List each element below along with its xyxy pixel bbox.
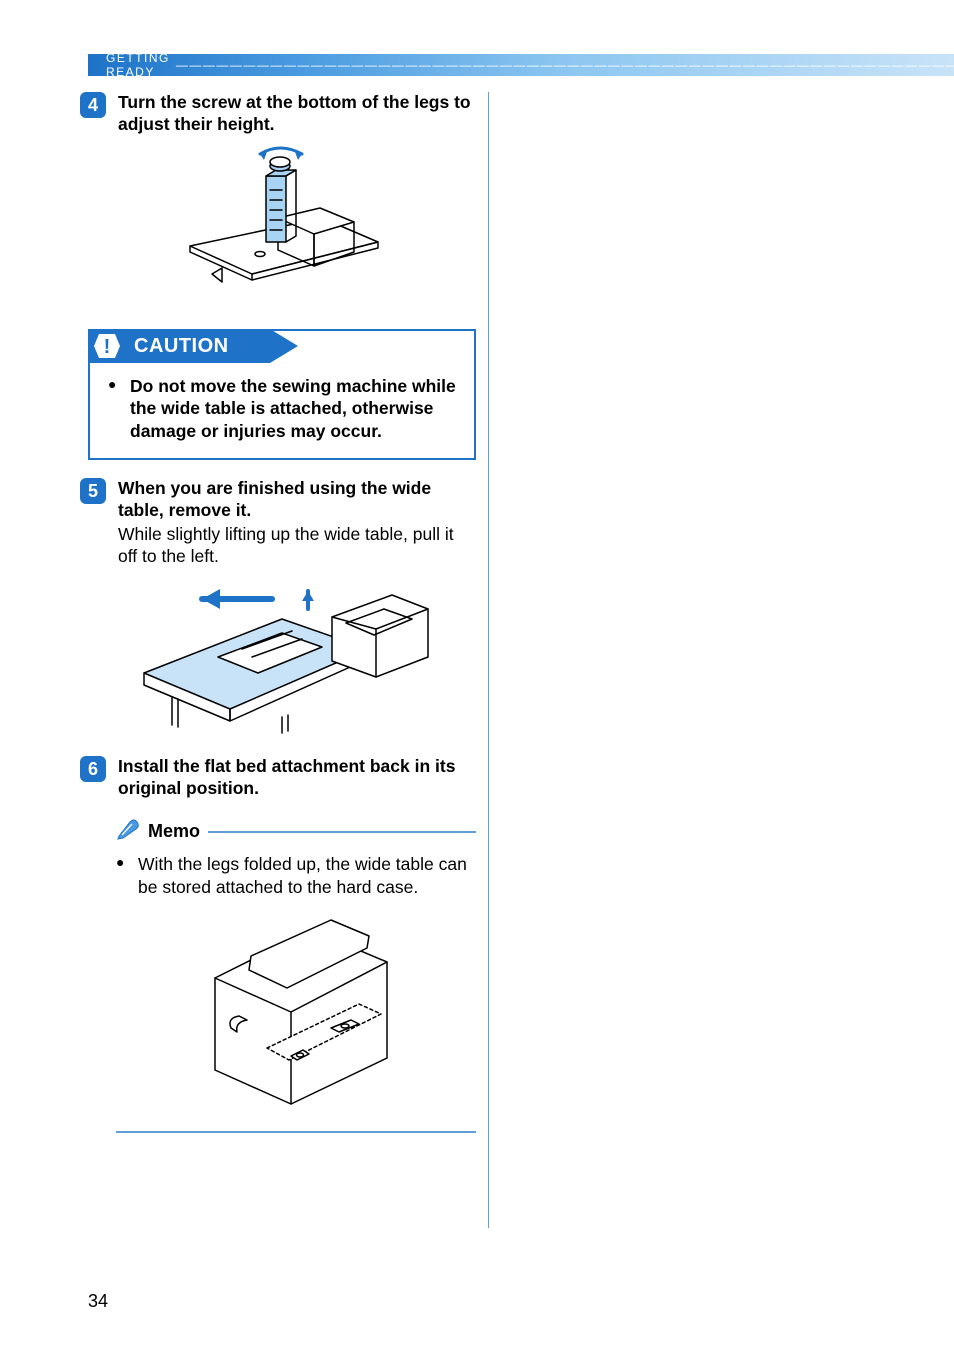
step-6-title: Install the flat bed attachment back in … [118,756,476,800]
section-header-text: GETTING READY [106,51,170,79]
step-6: 6 Install the flat bed attachment back i… [88,756,476,800]
page-number: 34 [88,1291,108,1312]
step-5-number: 5 [88,481,98,501]
figure-memo [116,908,476,1113]
memo-icon [116,818,140,845]
step-5-text: While slightly lifting up the wide table… [118,524,476,568]
step-4-number: 4 [88,95,98,115]
step-6-number: 6 [88,759,98,779]
caution-list: Do not move the sewing machine while the… [108,375,456,442]
header-divider-dash: ————————————————————————————————————————… [176,58,954,72]
content-columns: 4 Turn the screw at the bottom of the le… [88,92,904,1228]
caution-label: CAUTION [134,335,229,358]
memo-rule-top [208,831,476,833]
step-5: 5 When you are finished using the wide t… [88,478,476,568]
step-5-badge: 5 [80,478,106,504]
step-4: 4 Turn the screw at the bottom of the le… [88,92,476,136]
memo-list: With the legs folded up, the wide table … [116,853,476,898]
svg-text:!: ! [104,336,111,358]
memo-rule-bottom [116,1131,476,1133]
caution-box: ! CAUTION Do not move the sewing machine… [88,329,476,460]
step-4-title: Turn the screw at the bottom of the legs… [118,92,476,136]
step-4-badge: 4 [80,92,106,118]
figure-step-5 [88,577,476,742]
left-column: 4 Turn the screw at the bottom of the le… [88,92,476,1228]
page-root: GETTING READY ——————————————————————————… [0,0,954,1348]
memo-box: Memo With the legs folded up, the wide t… [116,818,476,1133]
step-6-badge: 6 [80,756,106,782]
step-5-title: When you are finished using the wide tab… [118,478,476,522]
memo-header: Memo [116,818,476,845]
memo-label: Memo [148,821,200,842]
caution-item-1: Do not move the sewing machine while the… [108,375,456,442]
figure-step-4 [88,146,476,315]
section-header: GETTING READY ——————————————————————————… [88,54,954,76]
memo-item-1: With the legs folded up, the wide table … [116,853,476,898]
right-column [489,92,877,1228]
